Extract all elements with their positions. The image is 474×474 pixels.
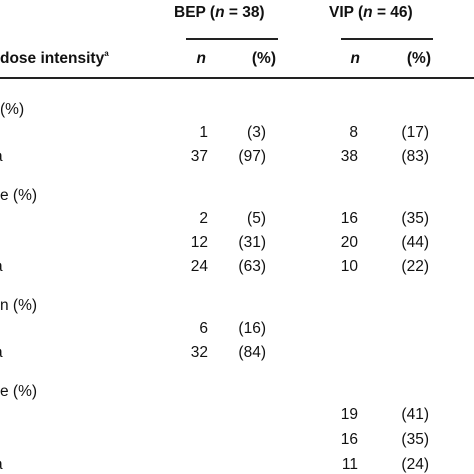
table-cell-bep-pct: (16) <box>238 320 266 337</box>
bep-pct-subheader: (%) <box>251 50 276 67</box>
table-cell-vip-pct: (17) <box>401 124 429 141</box>
section-label: n (%) <box>0 297 38 314</box>
vip-header-rule <box>341 38 433 40</box>
vip-n-subheader: n <box>350 50 360 67</box>
bep-n-subheader: n <box>196 50 206 67</box>
table-cell-vip-pct: (24) <box>401 456 429 473</box>
section-label: e (%) <box>0 383 38 400</box>
table-cell-bep-n: 24 <box>190 258 208 275</box>
section-label: (%) <box>0 101 25 118</box>
table-cell-vip-pct: (35) <box>401 210 429 227</box>
vip-column-header: VIP (n = 46) <box>329 4 413 22</box>
table-cell-vip-n: 20 <box>340 234 358 251</box>
row-stub-fragment: a <box>0 258 3 276</box>
table-cell-vip-pct: (35) <box>401 431 429 448</box>
table-cell-bep-n: 2 <box>199 210 208 227</box>
table-cell-vip-n: 38 <box>340 148 358 165</box>
footnote-marker: a <box>104 49 109 58</box>
header-bottom-rule <box>0 77 474 79</box>
table-cell-bep-pct: (97) <box>238 148 266 165</box>
table-cell-bep-pct: (84) <box>238 344 266 361</box>
table-cell-bep-n: 32 <box>190 344 208 361</box>
table-cell-vip-n: 16 <box>340 431 358 448</box>
bep-header-prefix: BEP ( <box>174 4 216 21</box>
table-cell-vip-n: 10 <box>340 258 358 275</box>
vip-header-n: n <box>363 4 373 21</box>
vip-header-prefix: VIP ( <box>329 4 364 21</box>
table-cell-vip-n: 11 <box>341 456 358 473</box>
section-label: e (%) <box>0 187 38 204</box>
table-cell-bep-n: 6 <box>199 320 208 337</box>
row-label-header: dose intensitya <box>0 50 109 68</box>
bep-header-rule <box>186 38 278 40</box>
table-cell-vip-n: 19 <box>340 406 358 423</box>
bep-column-header: BEP (n = 38) <box>174 4 265 22</box>
vip-pct-subheader: (%) <box>406 50 431 67</box>
vip-header-suffix: = 46) <box>372 4 413 21</box>
row-label-header-text: dose intensity <box>0 50 105 67</box>
table-cell-vip-n: 8 <box>349 124 358 141</box>
table-cell-vip-pct: (41) <box>401 406 429 423</box>
table-cell-bep-pct: (5) <box>247 210 266 227</box>
table-cell-vip-pct: (44) <box>401 234 429 251</box>
row-stub-fragment: a <box>0 148 3 166</box>
table-cell-bep-pct: (31) <box>238 234 266 251</box>
table-cell-bep-n: 37 <box>190 148 208 165</box>
table-cell-bep-n: 12 <box>190 234 208 251</box>
table-cell-vip-pct: (22) <box>401 258 429 275</box>
row-stub-fragment: a <box>0 456 3 474</box>
table-cell-bep-n: 1 <box>199 124 208 141</box>
bep-header-suffix: = 38) <box>224 4 265 21</box>
table-cell-vip-pct: (83) <box>401 148 429 165</box>
bep-header-n: n <box>215 4 225 21</box>
row-stub-fragment: a <box>0 344 3 362</box>
table-cell-bep-pct: (3) <box>247 124 266 141</box>
table-cell-bep-pct: (63) <box>238 258 266 275</box>
table-cell-vip-n: 16 <box>340 210 358 227</box>
